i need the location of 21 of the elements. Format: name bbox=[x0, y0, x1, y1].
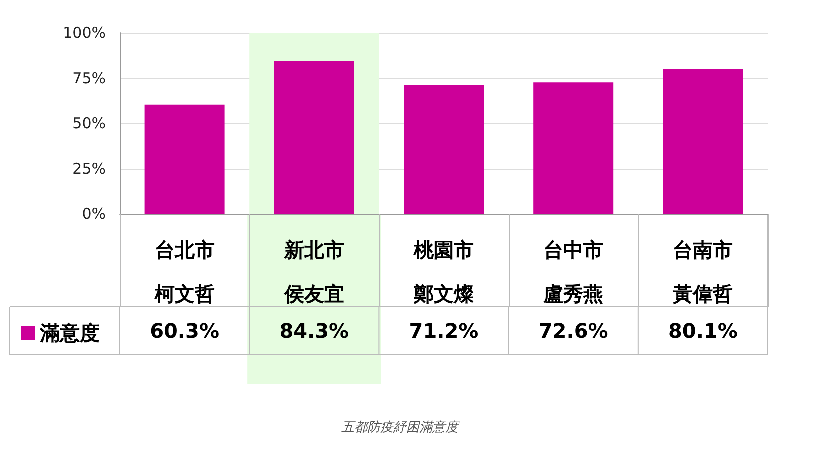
y-tick-label: 0% bbox=[82, 205, 106, 223]
data-label: 80.1% bbox=[668, 319, 738, 343]
bar bbox=[663, 69, 744, 214]
legend-label: 滿意度 bbox=[39, 321, 100, 345]
y-tick-label: 25% bbox=[72, 160, 106, 178]
bar bbox=[404, 85, 484, 214]
data-label: 72.6% bbox=[538, 319, 608, 343]
x-tick-label: 新北市侯友宜 bbox=[283, 238, 344, 306]
x-tick-label: 台北市柯文哲 bbox=[154, 238, 215, 306]
bar bbox=[534, 82, 614, 214]
data-label: 60.3% bbox=[150, 319, 220, 343]
y-tick-label: 100% bbox=[63, 24, 106, 42]
text: 五都防疫紓困滿意度 bbox=[342, 420, 460, 436]
data-label: 71.2% bbox=[409, 319, 479, 343]
bar bbox=[144, 104, 225, 214]
y-tick-label: 75% bbox=[72, 69, 106, 88]
y-tick-label: 50% bbox=[72, 114, 106, 132]
x-tick-label: 台南市黃偉哲 bbox=[672, 238, 734, 306]
x-tick-label: 台中市盧秀燕 bbox=[542, 238, 604, 306]
data-label: 84.3% bbox=[280, 319, 350, 343]
x-tick-label: 桃園市鄭文燦 bbox=[413, 238, 475, 306]
